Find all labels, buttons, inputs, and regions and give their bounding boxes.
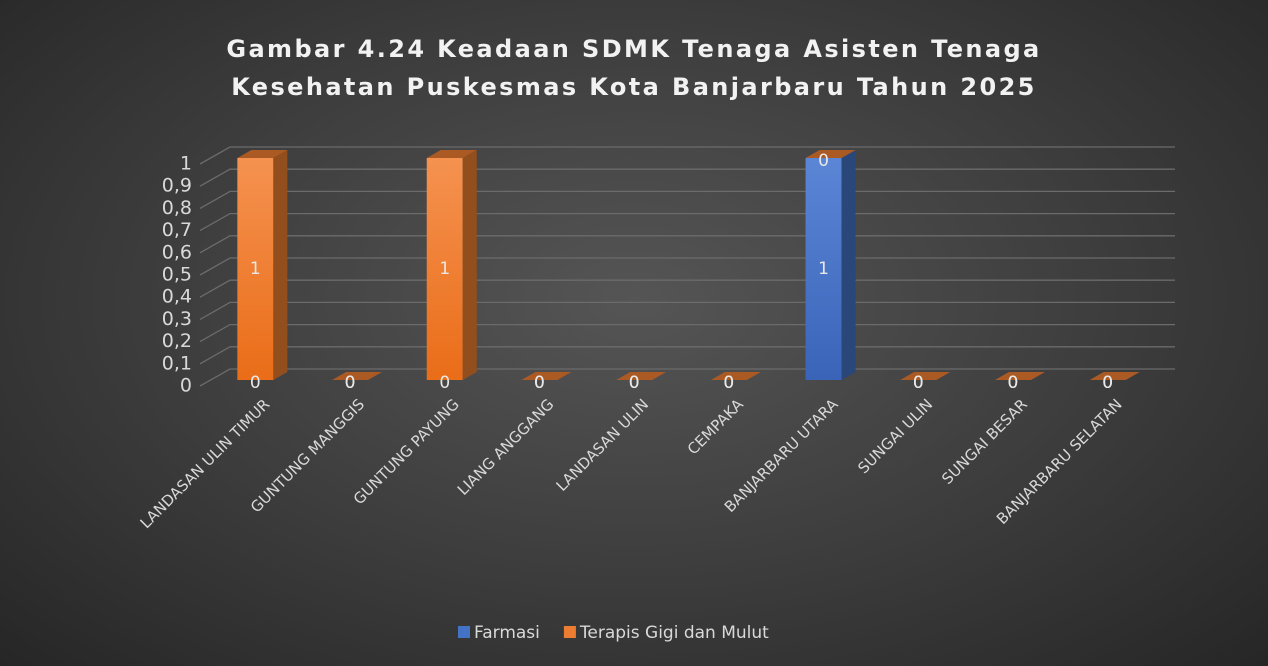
bar-top (710, 372, 761, 380)
data-label: 0 (723, 373, 734, 393)
legend-label: Farmasi (474, 623, 540, 643)
data-label: 0 (1008, 373, 1019, 393)
bar-top (332, 372, 383, 380)
bar-front (426, 158, 463, 380)
data-label: 1 (818, 259, 829, 279)
grid-line (199, 212, 1175, 232)
data-label: 0 (534, 373, 545, 393)
bar-top (900, 372, 951, 380)
bar-top (616, 372, 667, 380)
data-label: 0 (439, 373, 450, 393)
bar-top (994, 372, 1045, 380)
y-tick-label: 0,7 (162, 219, 192, 241)
data-label: 0 (723, 373, 734, 393)
y-tick-label: 0,8 (162, 197, 192, 219)
data-label: 0 (250, 373, 261, 393)
grid-line (199, 146, 1175, 165)
x-tick-label: LIANG ANGGANG (454, 395, 558, 499)
legend-swatch (458, 626, 470, 638)
bar-top (1089, 372, 1140, 380)
bar-top (805, 150, 856, 158)
bar-front (237, 158, 274, 380)
x-tick-label: CEMPAKA (684, 395, 748, 459)
bar-side (273, 150, 288, 380)
data-label: 0 (1008, 373, 1019, 393)
y-tick-label: 0,4 (162, 286, 192, 308)
x-tick-label: LANDASAN ULIN (553, 395, 653, 495)
data-label: 0 (913, 373, 924, 393)
x-tick-label: SUNGAI BESAR (938, 395, 1031, 488)
bar-top (521, 372, 572, 380)
data-label: 0 (345, 373, 356, 393)
y-tick-label: 0 (180, 375, 192, 397)
grid-line (199, 168, 1175, 187)
y-tick-label: 0,2 (162, 330, 192, 352)
bar-side (462, 150, 477, 380)
y-tick-label: 0,6 (162, 241, 192, 263)
y-tick-label: 1 (180, 153, 192, 175)
data-label: 0 (1102, 373, 1113, 393)
y-tick-label: 0,3 (162, 308, 192, 330)
grid-line (199, 301, 1175, 320)
grid-line (199, 235, 1175, 254)
grid-line (199, 346, 1175, 365)
grid-line (199, 323, 1175, 343)
data-label: 1 (250, 259, 261, 279)
legend-label: Terapis Gigi dan Mulut (579, 623, 769, 643)
y-tick-label: 0,1 (162, 352, 192, 374)
data-label: 1 (439, 259, 450, 279)
y-tick-label: 0,9 (162, 175, 192, 197)
data-label: 0 (534, 373, 545, 393)
x-tick-label: GUNTUNG PAYUNG (350, 395, 463, 508)
legend-swatch (563, 626, 576, 638)
data-label: 0 (818, 151, 829, 171)
bar-front (805, 158, 842, 380)
grid-line (199, 257, 1175, 276)
grid-line (199, 279, 1175, 298)
chart-title: Gambar 4.24 Keadaan SDMK Tenaga Asisten … (226, 35, 1042, 101)
bar-top (237, 150, 288, 158)
bar-side (841, 150, 856, 380)
data-label: 0 (629, 373, 640, 393)
data-label: 0 (629, 373, 640, 393)
data-label: 0 (913, 373, 924, 393)
x-tick-label: SUNGAI ULIN (854, 395, 936, 477)
grid-line (199, 368, 1175, 387)
data-label: 0 (345, 373, 356, 393)
y-tick-label: 0,5 (162, 264, 192, 286)
data-label: 0 (1102, 373, 1113, 393)
x-tick-label: LANDASAN ULIN TIMUR (137, 395, 274, 532)
bar-top (426, 150, 477, 158)
grid-line (199, 190, 1175, 209)
